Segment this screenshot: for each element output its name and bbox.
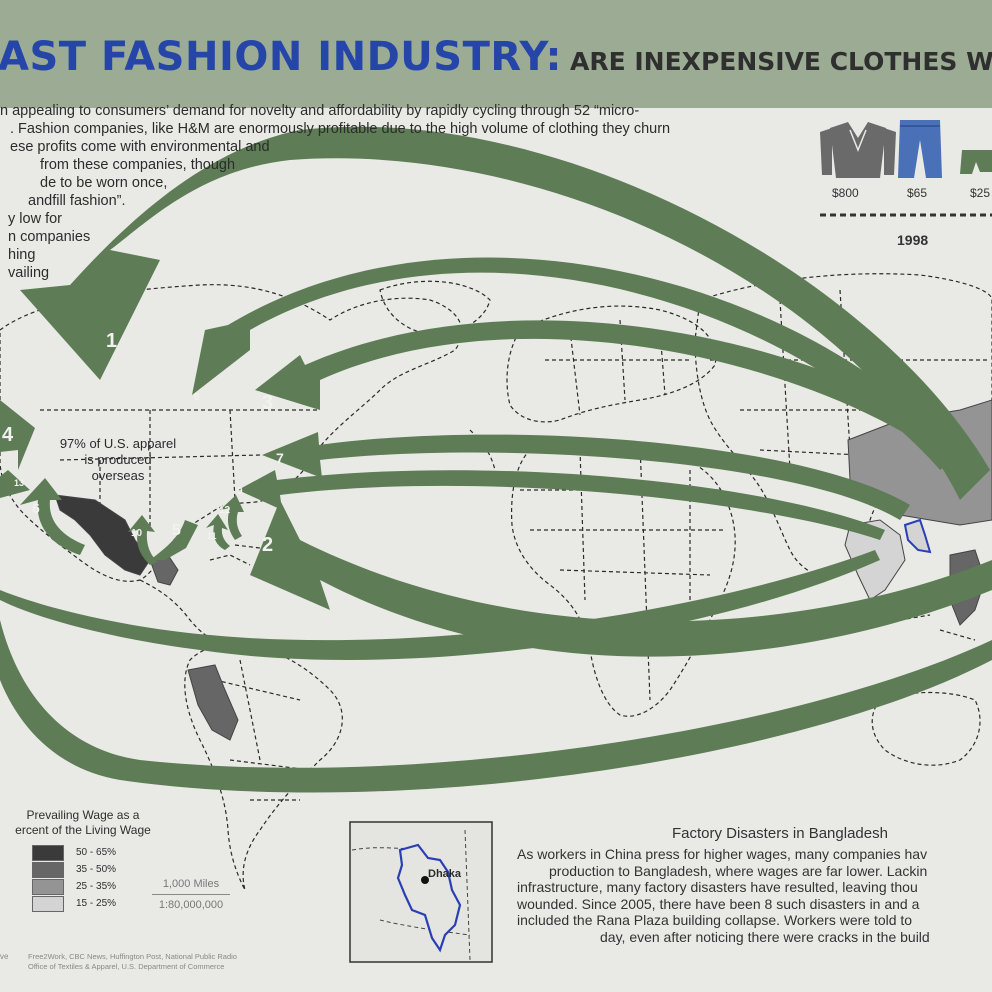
- scale-bar: [152, 894, 230, 895]
- route-arrow-13: [0, 470, 30, 498]
- route-label-7: 7: [276, 450, 284, 466]
- intro-line: vailing: [8, 265, 50, 281]
- disaster-line: included the Rana Plaza building collaps…: [517, 912, 913, 928]
- disaster-body: As workers in China press for higher wag…: [505, 846, 992, 945]
- route-label-9: 9: [237, 486, 243, 497]
- route-arrow-5: [150, 520, 198, 560]
- route-label-4: 4: [2, 424, 14, 446]
- legend-label: 25 - 35%: [76, 881, 117, 892]
- legend-title: Prevailing Wage as a ercent of the Livin…: [8, 808, 158, 838]
- route-arrow-9: [238, 470, 885, 540]
- route-label-13: 13: [14, 478, 25, 488]
- route-label-6: 6: [32, 500, 40, 516]
- intro-line: andfill fashion”.: [28, 193, 126, 209]
- peru-shape: [187, 664, 239, 741]
- mexico-shape: [54, 494, 151, 576]
- intro-line: . Fashion companies, like H&M are enormo…: [10, 121, 671, 137]
- route-arrow-long: [0, 620, 992, 793]
- intro-line: y low for: [8, 211, 62, 227]
- route-arrow-1: [20, 126, 990, 500]
- route-arrow-7: [262, 432, 910, 520]
- route-label-1: 1: [106, 330, 118, 352]
- disaster-line: infrastructure, many factory disasters h…: [517, 879, 918, 895]
- legend-title-line: Prevailing Wage as a: [26, 808, 140, 822]
- intro-line: n companies: [8, 229, 91, 245]
- scale-distance: 1,000 Miles: [162, 878, 220, 890]
- intro-line: de to be worn once,: [40, 175, 168, 191]
- legend-swatch: [32, 862, 64, 878]
- legend-title-line: ercent of the Living Wage: [15, 823, 151, 837]
- shorts-icon: [960, 150, 992, 174]
- legend-label: 35 - 50%: [76, 864, 117, 875]
- legend-label: 15 - 25%: [76, 898, 117, 909]
- route-arrow-lower: [0, 550, 880, 660]
- legend-swatch: [32, 879, 64, 895]
- header-band: [0, 0, 992, 108]
- disaster-title: Factory Disasters in Bangladesh: [672, 825, 888, 842]
- country-borders: [0, 273, 992, 891]
- route-arrow-4: [0, 400, 35, 470]
- route-label-5: 5: [172, 522, 181, 539]
- jeans-icon: [898, 120, 942, 178]
- intro-line: hing: [8, 247, 36, 263]
- route-arrow-10: [128, 515, 158, 565]
- price-jeans: $65: [907, 186, 928, 200]
- price-year: 1998: [897, 232, 929, 248]
- route-label-3: 3: [262, 392, 274, 414]
- legend-label: 50 - 65%: [76, 847, 117, 858]
- route-label-12: 12: [219, 505, 231, 516]
- route-label-8: 8: [194, 392, 200, 403]
- legend-swatch: [32, 845, 64, 861]
- bangladesh-inset: [349, 821, 493, 963]
- sources-edge: ve: [0, 952, 9, 961]
- route-arrow-2: [250, 500, 992, 657]
- us-overseas-label: 97% of U.S. apparel is produced overseas: [59, 436, 177, 483]
- suit-jacket-icon: [820, 122, 896, 178]
- trade-route-arrows: [0, 126, 992, 793]
- disaster-line: As workers in China press for higher wag…: [517, 846, 928, 862]
- sources-line: Office of Textiles & Apparel, U.S. Depar…: [28, 962, 225, 971]
- route-label-2: 2: [262, 534, 274, 556]
- route-label-11: 11: [207, 531, 217, 541]
- route-arrow-3: [255, 320, 975, 470]
- disaster-line: wounded. Since 2005, there have been 8 s…: [517, 895, 920, 912]
- route-arrow-12: [220, 495, 244, 540]
- scale-ratio: 1:80,000,000: [158, 899, 224, 911]
- disaster-line: day, even after noticing there were crac…: [600, 928, 930, 945]
- bangladesh-outline: [903, 518, 932, 554]
- intro-line: n appealing to consumers’ demand for nov…: [0, 103, 640, 119]
- title-main: AST FASHION INDUSTRY:: [0, 34, 562, 80]
- intro-line: from these companies, though: [40, 157, 236, 173]
- route-arrow-6: [20, 478, 85, 555]
- route-label-10: 10: [131, 528, 143, 539]
- intro-line: ese profits come with environmental and: [10, 139, 270, 155]
- intro-text: n appealing to consumers’ demand for nov…: [0, 102, 760, 282]
- title-sub: ARE INEXPENSIVE CLOTHES WORTH THEI: [569, 47, 992, 76]
- price-shorts: $25: [970, 186, 991, 200]
- sources-line: Free2Work, CBC News, Huffington Post, Na…: [28, 952, 237, 961]
- legend-swatch: [32, 896, 64, 912]
- route-arrow-11: [206, 514, 230, 550]
- sources: Free2Work, CBC News, Huffington Post, Na…: [28, 952, 237, 972]
- dhaka-label: Dhaka: [428, 868, 462, 880]
- price-suit: $800: [832, 186, 859, 200]
- page-title: AST FASHION INDUSTRY: ARE INEXPENSIVE CLO…: [0, 34, 992, 80]
- disaster-line: production to Bangladesh, where wages ar…: [549, 862, 928, 879]
